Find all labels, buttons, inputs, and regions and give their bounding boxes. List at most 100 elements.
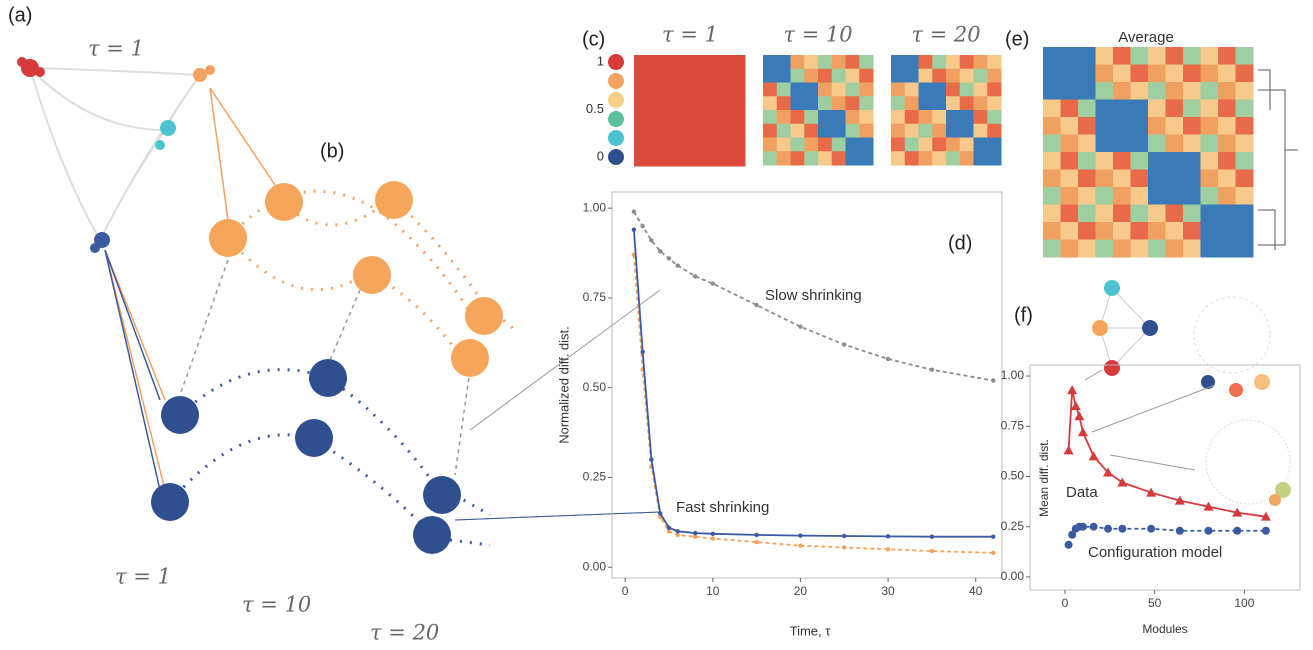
y-tick-label: 0.50: [1001, 469, 1025, 483]
heatmap-cell: [918, 82, 933, 97]
x-tick-label: 0: [622, 584, 629, 598]
heatmap-cell: [918, 137, 933, 152]
heatmap-cell: [973, 123, 988, 138]
series-line: [633, 254, 994, 554]
heatmap-cell: [717, 55, 732, 70]
heatmap-cell: [1200, 134, 1219, 153]
heatmap-cell: [1235, 204, 1254, 223]
heatmap-cell: [804, 151, 819, 166]
heatmap-cell: [918, 151, 933, 166]
heatmap-cell: [1148, 47, 1166, 65]
heatmap-cell: [1165, 64, 1184, 83]
heatmap-cell: [1043, 117, 1061, 135]
heatmap-cell: [1130, 117, 1149, 135]
data-marker: [1088, 451, 1099, 461]
data-marker: [1147, 524, 1156, 533]
y-axis-label: Normalized diff. dist.: [556, 326, 571, 444]
heatmap-cell: [1113, 187, 1131, 205]
heatmap-cell: [946, 55, 961, 70]
heatmap-cell: [932, 110, 947, 125]
heatmap-cell: [1218, 222, 1236, 240]
data-marker: [1175, 526, 1184, 535]
heatmap-cell: [703, 55, 718, 70]
heatmap-cell: [859, 82, 874, 97]
heatmap-cell: [891, 55, 906, 70]
heatmap-cell: [647, 110, 663, 125]
data-marker: [1078, 522, 1087, 531]
heatmap-cell: [1078, 99, 1096, 118]
clusters: [17, 57, 215, 253]
data-marker: [666, 529, 672, 534]
heatmap-cell: [647, 152, 663, 167]
heatmap-cell: [1148, 204, 1166, 223]
data-marker: [1204, 526, 1213, 535]
data-marker: [1174, 495, 1185, 505]
heatmap-cell: [703, 152, 718, 167]
series-label: Configuration model: [1088, 544, 1222, 561]
heatmap-cell: [675, 68, 690, 84]
heatmap-cell: [1060, 134, 1079, 153]
heatmap-cell: [1078, 82, 1096, 100]
plot-frame: [611, 191, 1003, 579]
data-marker: [991, 550, 996, 556]
heatmap-cell: [647, 96, 663, 111]
heatmap-cell: [1060, 117, 1079, 135]
heatmap-cell: [1183, 187, 1201, 205]
heatmap-cell: [790, 137, 805, 152]
series-line: [633, 211, 994, 382]
heatmap-cell: [763, 82, 778, 97]
heatmap-cell: [1113, 204, 1131, 223]
heatmap-cell: [790, 110, 805, 125]
heatmap-cell: [1043, 47, 1061, 65]
heatmap-cell: [1165, 117, 1184, 135]
data-marker: [1261, 526, 1270, 535]
heatmap-cell: [1043, 187, 1061, 205]
heatmap-cell: [1200, 82, 1219, 100]
colorbar-tick-label: 0.5: [586, 101, 604, 116]
heatmap-cell: [776, 123, 791, 138]
data-marker: [1067, 385, 1078, 395]
heatmap-cell: [634, 55, 649, 70]
heatmap-cell: [845, 68, 860, 83]
series-label: Data: [1066, 484, 1098, 501]
heatmap-cell: [731, 68, 746, 84]
heatmap-cell: [1148, 99, 1166, 118]
x-axis-label: Modules: [1142, 622, 1187, 636]
heatmap-cell: [831, 68, 846, 83]
heatmap-cell: [904, 82, 919, 97]
heatmap-cell: [689, 82, 704, 98]
heatmap-cell: [859, 96, 874, 111]
heatmap-cell: [634, 96, 649, 111]
heatmap-cell: [675, 124, 690, 139]
heatmap-cell: [1200, 117, 1219, 135]
heatmap-cell: [776, 82, 791, 97]
heatmap-cell: [731, 110, 746, 125]
heatmap-cell: [731, 55, 746, 70]
heatmap-cell: [904, 55, 919, 70]
data-marker: [666, 525, 672, 530]
heatmap-cell: [1130, 222, 1149, 240]
heatmap-cell: [918, 123, 933, 138]
series-line: [633, 229, 994, 538]
heatmap-cell: [859, 110, 874, 125]
heatmap-cell: [1130, 204, 1149, 223]
heatmap-cell: [804, 82, 819, 97]
data-marker: [754, 532, 759, 538]
heatmap-cell: [1078, 239, 1096, 258]
heatmap-cell: [1165, 169, 1184, 188]
dendrogram: [1258, 69, 1298, 250]
heatmap-cell: [661, 68, 677, 84]
data-marker: [842, 545, 847, 550]
heatmap-cell: [804, 123, 819, 138]
heatmap-cell: [1148, 82, 1166, 100]
heatmap-cell: [904, 110, 919, 125]
heatmap-cell: [818, 137, 833, 152]
heatmap-cell: [1148, 152, 1166, 170]
y-tick-label: 0.00: [583, 559, 607, 573]
data-marker: [693, 534, 698, 539]
x-tick-label: 50: [1148, 596, 1162, 610]
data-marker: [1074, 411, 1085, 421]
x-tick-label: 0: [1062, 596, 1069, 610]
heatmap-cell: [946, 137, 961, 152]
heatmap-cell: [1148, 64, 1166, 83]
